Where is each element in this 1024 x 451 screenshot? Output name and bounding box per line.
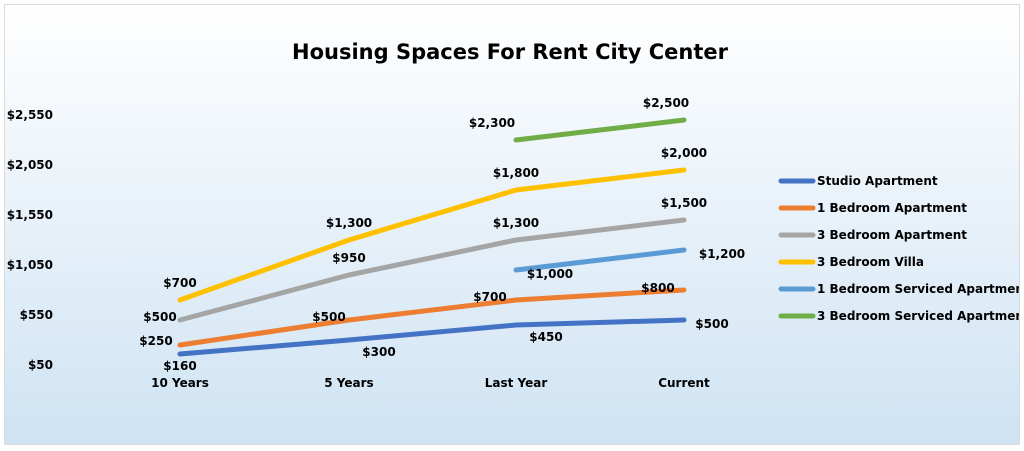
legend: Studio Apartment 1 Bedroom Apartment 3 Bed… xyxy=(778,174,1019,323)
legend-label: 1 Bedroom Apartment xyxy=(817,201,967,215)
line-chart: Housing Spaces For Rent City Center $50$… xyxy=(7,40,1019,390)
legend-label: 1 Bedroom Serviced Apartment xyxy=(817,282,1019,296)
series-line xyxy=(513,247,687,273)
data-label: $500 xyxy=(695,317,728,331)
data-label: $160 xyxy=(163,359,196,373)
legend-label: 3 Bedroom Serviced Apartment xyxy=(817,309,1019,323)
y-tick-label: $1,050 xyxy=(7,258,53,272)
data-label: $800 xyxy=(641,281,674,295)
x-tick-label: 5 Years xyxy=(324,376,373,390)
legend-label: 3 Bedroom Apartment xyxy=(817,228,967,242)
y-tick-label: $2,050 xyxy=(7,158,53,172)
series-line xyxy=(177,167,687,303)
data-label: $450 xyxy=(529,330,562,344)
data-labels: $160 $300 $450 $500 $250 $500 $700 $800 $500 $950… xyxy=(139,96,745,373)
chart-title: Housing Spaces For Rent City Center xyxy=(292,40,729,64)
series-line xyxy=(177,287,687,348)
data-label: $2,300 xyxy=(469,116,515,130)
series-line xyxy=(177,317,687,357)
data-label: $2,000 xyxy=(661,146,707,160)
plot-area xyxy=(177,117,687,357)
data-label: $700 xyxy=(473,290,506,304)
series-line xyxy=(513,117,687,143)
x-tick-label: Last Year xyxy=(485,376,548,390)
data-label: $1,200 xyxy=(699,247,745,261)
data-label: $1,300 xyxy=(493,216,539,230)
data-label: $700 xyxy=(163,276,196,290)
x-tick-label: Current xyxy=(658,376,710,390)
legend-label: 3 Bedroom Villa xyxy=(817,255,924,269)
x-tick-label: 10 Years xyxy=(151,376,209,390)
data-label: $500 xyxy=(312,310,345,324)
y-tick-label: $2,550 xyxy=(7,108,53,122)
data-label: $950 xyxy=(332,251,365,265)
data-label: $1,300 xyxy=(326,216,372,230)
x-axis: 10 Years 5 Years Last Year Current xyxy=(151,376,710,390)
data-label: $1,800 xyxy=(493,166,539,180)
y-tick-label: $1,550 xyxy=(7,208,53,222)
chart-frame: Housing Spaces For Rent City Center $50 $… xyxy=(4,4,1020,445)
data-label: $500 xyxy=(143,310,176,324)
data-label: $1,000 xyxy=(527,267,573,281)
series-line xyxy=(177,217,687,323)
legend-label: Studio Apartment xyxy=(817,174,938,188)
y-axis: $50 $550 $1,050 $1,550 $2,050 $2,550 xyxy=(7,108,53,372)
data-label: $1,500 xyxy=(661,196,707,210)
y-tick-label: $550 xyxy=(20,308,53,322)
data-label: $300 xyxy=(362,345,395,359)
y-tick-label: $50 xyxy=(28,358,53,372)
data-label: $2,500 xyxy=(643,96,689,110)
data-label: $250 xyxy=(139,334,172,348)
